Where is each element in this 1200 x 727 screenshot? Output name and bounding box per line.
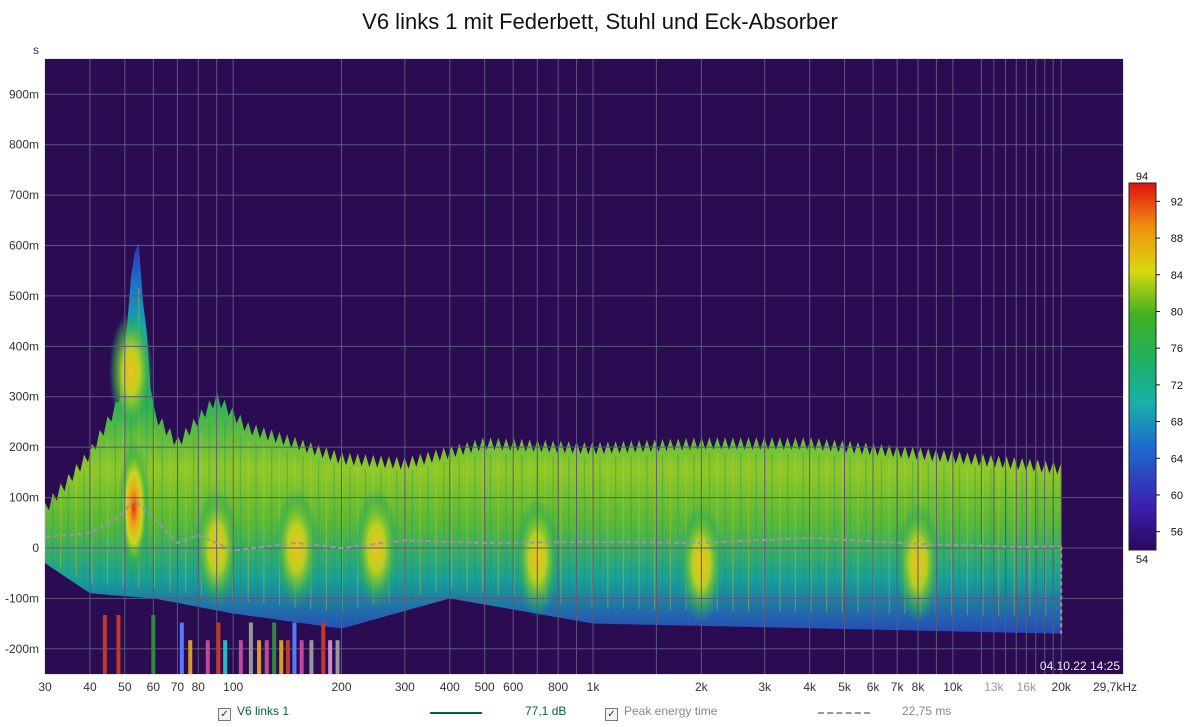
x-tick-label: 29,7kHz — [1093, 680, 1137, 694]
colorbar-tick-label: 92 — [1171, 196, 1183, 208]
x-tick-label: 4k — [803, 680, 817, 694]
x-tick-label: 600 — [503, 680, 523, 694]
x-tick-label: 400 — [440, 680, 460, 694]
colorbar-tick-label: 68 — [1171, 417, 1183, 429]
mode-marker — [285, 640, 290, 674]
x-tick-label: 60 — [147, 680, 161, 694]
mode-marker — [151, 615, 156, 674]
y-tick-label: 100m — [9, 491, 39, 505]
mode-marker — [264, 640, 269, 674]
x-tick-label: 10k — [943, 680, 963, 694]
chart-title: V6 links 1 mit Federbett, Stuhl und Eck-… — [362, 9, 838, 34]
x-tick-label: 3k — [758, 680, 772, 694]
mode-marker — [102, 615, 107, 674]
mode-marker — [116, 615, 121, 674]
colorbar-bottom-label: 54 — [1136, 554, 1148, 566]
y-tick-label: 800m — [9, 138, 39, 152]
series2-label: Peak energy time — [624, 704, 718, 718]
mode-marker — [238, 640, 243, 674]
peak-energy-time-path — [44, 498, 1062, 552]
colorbar-tick-label: 72 — [1171, 380, 1183, 392]
legend-series2[interactable]: ✓ Peak energy time — [605, 704, 717, 721]
x-tick-label: 16k — [1017, 680, 1037, 694]
x-tick-label: 8k — [912, 680, 926, 694]
colorbar-ticks: 92 88 84 80 76 72 68 64 60 56 — [1156, 196, 1183, 539]
mode-marker — [272, 622, 277, 674]
y-tick-label: 700m — [9, 188, 39, 202]
y-tick-label: 300m — [9, 390, 39, 404]
mode-marker — [279, 640, 284, 674]
series1-line-swatch — [430, 712, 482, 714]
colorbar-tick-label: 88 — [1171, 233, 1183, 245]
y-tick-label: 500m — [9, 289, 39, 303]
colorbar-top-label: 94 — [1136, 171, 1148, 183]
x-tick-label: 50 — [118, 680, 132, 694]
x-tick-label: 5k — [838, 680, 852, 694]
peak-energy-time-line — [44, 498, 1063, 634]
mode-marker — [205, 640, 210, 674]
mode-marker — [299, 640, 304, 674]
y-axis-ticks: 900m 800m 700m 600m 500m 400m 300m 200m 100m 0 -10… — [5, 87, 39, 656]
series2-line-swatch — [818, 712, 870, 714]
x-tick-label: 70 — [171, 680, 185, 694]
x-tick-label: 100 — [223, 680, 243, 694]
mode-marker — [321, 622, 326, 674]
colorbar-tick-label: 56 — [1171, 527, 1183, 539]
x-tick-label: 2k — [695, 680, 709, 694]
series1-value: 77,1 dB — [525, 704, 567, 718]
colorbar-tick-label: 76 — [1171, 343, 1183, 355]
colorbar: 94 54 92 88 84 80 76 72 68 64 60 56 — [1128, 171, 1183, 566]
y-tick-label: 600m — [9, 239, 39, 253]
series2-value: 22,75 ms — [902, 704, 952, 718]
timestamp-label: 04.10.22 14:25 — [1040, 659, 1120, 673]
y-tick-label: 400m — [9, 339, 39, 353]
x-tick-label: 200 — [331, 680, 351, 694]
gridlines — [45, 59, 1123, 674]
hotspot — [117, 437, 150, 578]
series1-checkbox[interactable]: ✓ — [218, 708, 231, 721]
mode-marker — [328, 640, 333, 674]
legend-bar: ✓ V6 links 1 77,1 dB ✓ Peak energy time 22… — [0, 703, 1200, 723]
mode-marker — [292, 622, 297, 674]
colorbar-tick-label: 64 — [1171, 453, 1183, 465]
mode-marker — [248, 622, 253, 674]
x-tick-label: 13k — [984, 680, 1004, 694]
hotspot — [108, 311, 153, 432]
y-tick-label: 900m — [9, 87, 39, 101]
mode-marker — [335, 640, 340, 674]
x-tick-label: 500 — [475, 680, 495, 694]
colorbar-tick-label: 84 — [1171, 270, 1183, 282]
mode-marker — [223, 640, 228, 674]
y-tick-label: -200m — [5, 642, 39, 656]
x-axis-ticks: 30 40 50 60 70 80 100 200 300 400 500 600 800 1k 2k 3k 4… — [38, 680, 1137, 694]
y-tick-label: -100m — [5, 591, 39, 605]
colorbar-tick-label: 80 — [1171, 306, 1183, 318]
mode-marker — [179, 622, 184, 674]
x-tick-label: 300 — [395, 680, 415, 694]
x-tick-label: 1k — [587, 680, 601, 694]
mode-marker — [188, 640, 193, 674]
mode-marker — [309, 640, 314, 674]
y-tick-label: 0 — [32, 541, 39, 555]
y-axis-unit: s — [33, 43, 39, 57]
legend-series1[interactable]: ✓ V6 links 1 — [218, 704, 289, 721]
x-tick-label: 30 — [38, 680, 52, 694]
x-tick-label: 40 — [83, 680, 97, 694]
y-tick-label: 200m — [9, 440, 39, 454]
spectrogram-chart: s 900m 800m 700m 600m 500m 400m 300m 200m 100m 0 -… — [5, 43, 1183, 694]
x-tick-label: 20k — [1052, 680, 1072, 694]
room-mode-markers — [102, 615, 340, 674]
x-tick-label: 80 — [192, 680, 206, 694]
x-tick-label: 6k — [867, 680, 881, 694]
colorbar-scale — [1128, 182, 1157, 551]
x-tick-label: 800 — [548, 680, 568, 694]
mode-marker — [216, 622, 221, 674]
colorbar-tick-label: 60 — [1171, 490, 1183, 502]
mode-marker — [257, 640, 262, 674]
x-tick-label: 7k — [891, 680, 905, 694]
series2-checkbox[interactable]: ✓ — [605, 708, 618, 721]
series1-label: V6 links 1 — [237, 704, 290, 718]
